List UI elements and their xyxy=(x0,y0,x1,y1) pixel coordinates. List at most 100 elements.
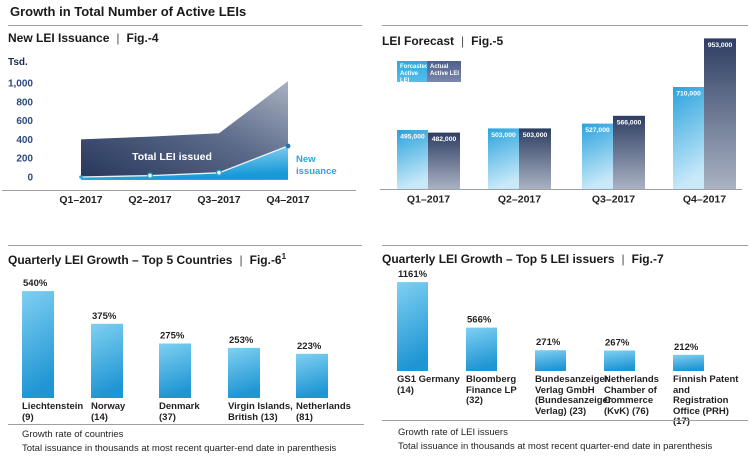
new-issuance-line xyxy=(80,145,289,178)
fig7-footnote-2: Total issuance in thousands at most rece… xyxy=(398,441,713,452)
growth-bar xyxy=(296,353,328,398)
total-lei-area xyxy=(81,81,288,180)
growth-bar xyxy=(535,350,566,371)
category-label: Netherlands (81) xyxy=(296,401,351,423)
x-axis-label: Q4–2017 xyxy=(683,194,726,206)
bar-value-label: 566% xyxy=(467,315,492,326)
header-separator: | xyxy=(239,253,243,267)
category-label: Netherlands Chamber of Commerce (KvK) (7… xyxy=(604,374,659,417)
category-label: Norway (14) xyxy=(91,401,126,423)
growth-bar xyxy=(159,343,191,398)
y-tick-label: 0 xyxy=(27,173,33,184)
bar-value-label: 503,000 xyxy=(523,132,548,139)
fig6-footnote-2: Total issuance in thousands at most rece… xyxy=(22,443,337,454)
bar-value-label: 482,000 xyxy=(432,136,457,143)
growth-bar xyxy=(604,350,635,371)
x-axis-label: Q2–2017 xyxy=(498,194,541,206)
fig6-number: Fig.-6 xyxy=(249,253,282,267)
fig6-header: Quarterly LEI Growth – Top 5 Countries | F… xyxy=(8,252,286,267)
fig4-area-chart: Tsd. 0 200 400 600 800 1,000 Total LEI issued… xyxy=(0,55,360,210)
bar-value-label: 212% xyxy=(674,342,699,353)
data-point-marker xyxy=(79,175,83,179)
category-label: GS1 Germany (14) xyxy=(397,374,460,396)
category-label: Denmark (37) xyxy=(159,401,200,423)
bar-value-label: 540% xyxy=(23,278,48,289)
bar-actual-active-lei xyxy=(519,128,551,189)
bar-forecasted-active-lei xyxy=(582,123,613,189)
data-point-marker xyxy=(285,143,291,149)
fig4-header: New LEI Issuance | Fig.-4 xyxy=(8,31,159,45)
header-separator: | xyxy=(116,31,120,45)
bar-value-label: 710,000 xyxy=(676,91,701,98)
bar-value-label: 1161% xyxy=(398,269,428,280)
bar-value-label: 223% xyxy=(297,341,322,352)
bar-actual-active-lei xyxy=(613,115,645,189)
divider xyxy=(8,424,364,425)
bar-value-label: 953,000 xyxy=(708,42,733,49)
x-axis-label: Q3–2017 xyxy=(197,194,240,206)
growth-bar xyxy=(673,354,704,371)
fig6-title: Quarterly LEI Growth – Top 5 Countries xyxy=(8,253,233,267)
series-label-total-lei-issued: Total LEI issued xyxy=(132,151,212,163)
y-tick-label: 800 xyxy=(16,97,33,108)
y-tick-label: 200 xyxy=(16,154,33,165)
y-tick-label: 1,000 xyxy=(8,79,33,90)
fig6-footnote-1: Growth rate of countries xyxy=(22,429,124,440)
x-axis-label: Q1–2017 xyxy=(59,194,102,206)
x-axis-label: Q2–2017 xyxy=(128,194,171,206)
bar-value-label: 271% xyxy=(536,337,561,348)
legend-forecasted-active-lei: Forcasted Active LEI xyxy=(397,61,429,84)
bar-value-label: 253% xyxy=(229,335,254,346)
divider xyxy=(382,245,748,246)
header-separator: | xyxy=(621,252,625,266)
bar-value-label: 275% xyxy=(160,331,185,342)
fig7-footnote-1: Growth rate of LEI issuers xyxy=(398,427,508,438)
category-label: Bundesanzeiger Verlag GmbH (Bundesanzeig… xyxy=(535,374,612,417)
divider xyxy=(382,420,748,421)
category-label: Bloomberg Finance LP (32) xyxy=(466,374,517,406)
growth-bar xyxy=(397,282,428,371)
y-tick-label: 400 xyxy=(16,135,33,146)
page-title: Growth in Total Number of Active LEIs xyxy=(10,4,247,19)
fig6-bar-chart: 540% 375% 275% 253% 223% xyxy=(0,270,360,405)
bar-value-label: 527,000 xyxy=(585,127,610,134)
x-axis-label: Q3–2017 xyxy=(592,194,635,206)
bar-value-label: 495,000 xyxy=(400,134,425,141)
bar-forecasted-active-lei xyxy=(488,128,519,189)
divider xyxy=(8,25,362,26)
fig7-header: Quarterly LEI Growth – Top 5 LEI issuers… xyxy=(382,252,664,266)
growth-bar xyxy=(228,347,260,398)
bar-forecasted-active-lei xyxy=(397,130,428,189)
bar-value-label: 566,000 xyxy=(617,119,642,126)
fig7-number: Fig.-7 xyxy=(631,252,664,266)
legend-actual-active-lei: Actual Active LEI xyxy=(427,61,461,82)
y-tick-label: 600 xyxy=(16,116,33,127)
data-point-marker xyxy=(215,169,223,176)
data-point-marker xyxy=(146,172,154,179)
x-axis-label: Q1–2017 xyxy=(407,194,450,206)
fig5-title: LEI Forecast xyxy=(382,34,455,48)
divider xyxy=(382,25,748,26)
fig6-footnote-ref: 1 xyxy=(281,252,287,261)
fig4-number: Fig.-4 xyxy=(126,31,159,45)
bar-value-label: 503,000 xyxy=(491,132,516,139)
divider xyxy=(8,245,362,246)
fig7-bar-chart: 1161% 566% 271% 267% 212% xyxy=(378,263,748,375)
fig4-title: New LEI Issuance xyxy=(8,31,110,45)
fig5-legend: Forcasted Active LEI Actual Active LEI xyxy=(397,61,461,84)
fig5-header: LEI Forecast | Fig.-5 xyxy=(382,34,503,48)
new-issuance-area xyxy=(81,146,288,180)
bar-actual-active-lei xyxy=(428,132,460,189)
growth-bar xyxy=(91,323,123,398)
growth-bar xyxy=(22,291,54,398)
fig5-number: Fig.-5 xyxy=(471,34,504,48)
bar-value-label: 375% xyxy=(92,311,117,322)
x-axis-label: Q4–2017 xyxy=(266,194,309,206)
bar-forecasted-active-lei xyxy=(673,87,704,189)
category-label: Liechtenstein (9) xyxy=(22,401,84,423)
bar-actual-active-lei xyxy=(704,38,736,190)
category-label: Finnish Patent and Registration Office (… xyxy=(673,374,739,427)
fig5-bar-chart: 495,000 482,000 503,000 503,000 527,000 56… xyxy=(378,28,748,210)
growth-bar xyxy=(466,327,497,371)
